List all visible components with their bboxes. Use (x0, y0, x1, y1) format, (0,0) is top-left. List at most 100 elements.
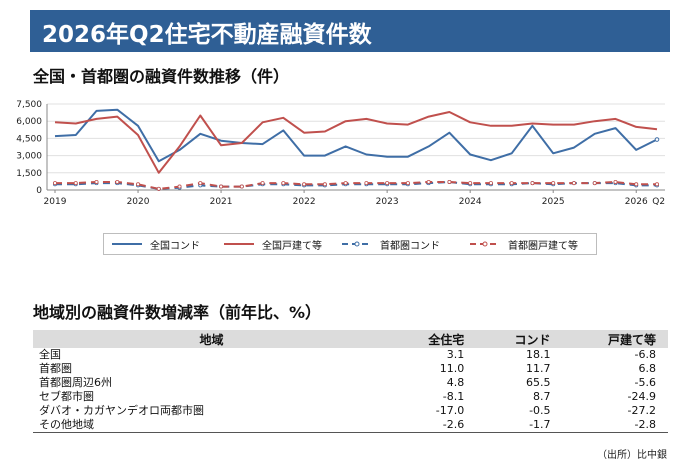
x-tick-label: 2022 (293, 197, 316, 207)
series-line (55, 181, 657, 190)
series-point (655, 182, 660, 187)
table-header-row: 地域 全住宅 コンド 戸建て等 (33, 330, 668, 348)
all-housing-cell: 3.1 (446, 348, 465, 361)
table-row: ダバオ・カガヤンデオロ両都市圏 -17.0 -0.5 -27.2 (33, 404, 668, 418)
legend-swatch (342, 241, 372, 247)
y-tick-label: 3,000 (16, 152, 42, 162)
chart-legend: 全国コンド 全国戸建て等 首都圏コンド 首都圏戸建て等 (103, 233, 597, 255)
series-point (322, 182, 327, 187)
legend-swatch (470, 241, 500, 247)
legend-label: 全国戸建て等 (262, 240, 322, 252)
series-point (426, 179, 431, 184)
series-point (156, 186, 161, 191)
legend-swatch (224, 243, 254, 245)
series-point (634, 182, 639, 187)
all-housing-cell: 11.0 (439, 362, 465, 375)
y-tick-label: 0 (36, 186, 42, 196)
series-point (364, 181, 369, 186)
x-tick-label: 2021 (210, 197, 233, 207)
y-tick-label: 1,500 (16, 169, 42, 179)
legend-swatch (112, 243, 142, 245)
series-point (219, 184, 224, 189)
y-tick-label: 6,000 (16, 117, 42, 127)
condo-cell: 18.1 (526, 348, 551, 361)
series-point (281, 181, 286, 186)
series-point (302, 182, 307, 187)
series-point (115, 179, 120, 184)
condo-cell: 8.7 (533, 390, 551, 403)
line-chart: 0 1,500 3,000 4,500 6,000 7,500 2019 2020 2021 20… (16, 100, 665, 207)
series-point (488, 181, 493, 186)
series-point (468, 181, 473, 186)
legend-item: 全国コンド (112, 234, 200, 254)
legend-item: 首都圏コンド (342, 234, 440, 254)
series-point (385, 181, 390, 186)
legend-label: 全国コンド (150, 240, 200, 252)
house-cell: 6.8 (638, 362, 657, 375)
x-tick-suffix: Q2 (652, 197, 665, 207)
all-housing-cell: -17.0 (435, 404, 465, 417)
series-point (177, 184, 182, 189)
table-row: その他地域 -2.6 -1.7 -2.8 (33, 418, 668, 433)
page-title: 2026年Q2住宅不動産融資件数 (42, 22, 372, 48)
legend-label: 首都圏戸建て等 (508, 240, 578, 252)
title-bar: 2026年Q2住宅不動産融資件数 (30, 10, 670, 52)
series-point (239, 184, 244, 189)
house-cell: -6.8 (634, 348, 656, 361)
y-tick-label: 7,500 (16, 100, 42, 110)
series-point (405, 181, 410, 186)
region-cell: その他地域 (33, 418, 390, 433)
condo-cell: -0.5 (529, 404, 551, 417)
legend-item: 全国戸建て等 (224, 234, 322, 254)
chart-section-title: 全国・首都圏の融資件数推移（件） (33, 67, 290, 86)
series-point (73, 181, 78, 186)
y-tick-label: 4,500 (16, 134, 42, 144)
table-row: セブ都市圏 -8.1 8.7 -24.9 (33, 390, 668, 404)
legend-label: 首都圏コンド (380, 240, 440, 252)
series-line (54, 111, 658, 174)
region-cell: 全国 (39, 348, 61, 361)
x-tick-label: 2024 (459, 197, 482, 207)
x-tick-label: 2020 (127, 197, 150, 207)
series-point (136, 182, 141, 187)
series-point (613, 179, 618, 184)
house-cell: -2.8 (562, 418, 668, 433)
all-housing-cell: -8.1 (442, 390, 465, 403)
series-point (571, 181, 576, 186)
series-point (260, 181, 265, 186)
house-cell: -24.9 (627, 390, 656, 403)
x-tick-label: 2023 (376, 197, 399, 207)
header-house: 戸建て等 (562, 330, 668, 348)
condo-cell: 11.7 (526, 362, 551, 375)
series-point (198, 181, 203, 186)
table-row: 首都圏周辺6州 4.8 65.5 -5.6 (33, 376, 668, 390)
table-row: 首都圏 11.0 11.7 6.8 (33, 362, 668, 376)
header-condo: コンド (476, 330, 563, 348)
x-tick-label: 2019 (44, 197, 67, 207)
header-region: 地域 (33, 330, 390, 348)
series-line (54, 108, 658, 163)
series-point (530, 181, 535, 186)
x-tick-label: 2026 (625, 197, 648, 207)
condo-cell: -1.7 (476, 418, 563, 433)
series-point (509, 181, 514, 186)
series-point (447, 179, 452, 184)
region-cell: 首都圏周辺6州 (39, 376, 112, 389)
region-cell: 首都圏 (39, 362, 72, 375)
series-point (53, 181, 58, 186)
x-tick-label: 2025 (542, 197, 565, 207)
series-point (343, 181, 348, 186)
legend-item: 首都圏戸建て等 (470, 234, 578, 254)
all-housing-cell: 4.8 (446, 376, 465, 389)
condo-cell: 65.5 (526, 376, 551, 389)
house-cell: -27.2 (627, 404, 656, 417)
house-cell: -5.6 (634, 376, 656, 389)
table-section-title: 地域別の融資件数増減率（前年比、%） (33, 303, 322, 322)
series-point (592, 181, 597, 186)
series-point (94, 179, 99, 184)
source-note: （出所）比中銀 (597, 450, 667, 461)
table-row: 全国 3.1 18.1 -6.8 (33, 348, 668, 362)
header-all-housing: 全住宅 (390, 330, 477, 348)
growth-table: 地域 全住宅 コンド 戸建て等 全国 3.1 18.1 -6.8 首都圏 11.… (33, 330, 668, 433)
region-cell: ダバオ・カガヤンデオロ両都市圏 (39, 404, 204, 417)
